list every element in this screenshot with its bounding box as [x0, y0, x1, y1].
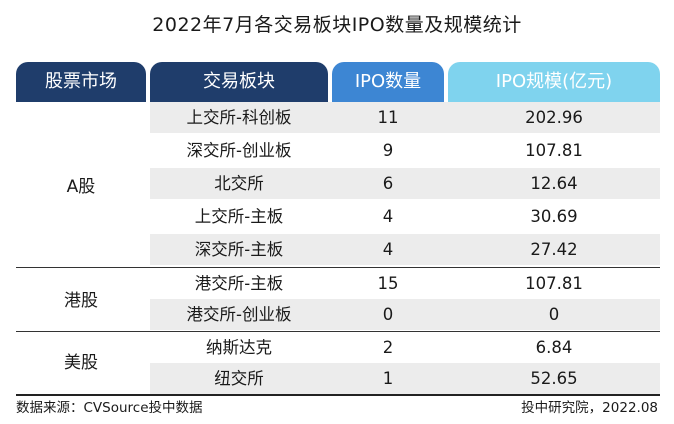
- table-row: 港交所-创业板 0 0: [150, 299, 660, 330]
- table-row: 纽交所 1 52.65: [150, 363, 660, 394]
- cell-ipo-count: 6: [382, 174, 394, 193]
- table-header: 股票市场 交易板块 IPO数量 IPO规模(亿元): [0, 62, 674, 102]
- header-board: 交易板块: [150, 62, 328, 102]
- table-row: 北交所 6 12.64: [150, 168, 660, 199]
- cell-ipo-count: 4: [382, 240, 394, 259]
- table-row: 深交所-创业板 9 107.81: [150, 135, 660, 166]
- market-label-a-share: A股: [66, 177, 96, 197]
- header-market: 股票市场: [16, 62, 146, 102]
- header-ipo-scale: IPO规模(亿元): [448, 62, 660, 102]
- cell-ipo-count: 4: [382, 207, 394, 226]
- cell-ipo-scale: 107.81: [525, 274, 583, 293]
- table-bottom-border: [16, 394, 660, 396]
- table-title: 2022年7月各交易板块IPO数量及规模统计: [152, 14, 522, 36]
- cell-board: 港交所-主板: [194, 274, 284, 293]
- cell-board: 深交所-创业板: [186, 141, 292, 160]
- cell-board: 纽交所: [214, 369, 264, 388]
- table-row: 深交所-主板 4 27.42: [150, 234, 660, 265]
- cell-ipo-scale: 6.84: [535, 338, 573, 357]
- cell-board: 上交所-主板: [194, 207, 284, 226]
- table-row: 上交所-科创板 11 202.96: [150, 102, 660, 133]
- cell-board: 北交所: [214, 174, 264, 193]
- cell-board: 深交所-主板: [194, 240, 284, 259]
- group-divider: [16, 331, 660, 332]
- group-divider: [16, 267, 660, 268]
- header-ipo-count: IPO数量: [332, 62, 444, 102]
- cell-ipo-count: 2: [382, 338, 394, 357]
- cell-ipo-count: 0: [382, 305, 394, 324]
- cell-ipo-scale: 202.96: [525, 108, 583, 127]
- cell-ipo-scale: 12.64: [530, 174, 578, 193]
- cell-ipo-scale: 30.69: [530, 207, 578, 226]
- cell-ipo-count: 9: [382, 141, 394, 160]
- cell-ipo-scale: 27.42: [530, 240, 578, 259]
- cell-board: 港交所-创业板: [186, 305, 292, 324]
- cell-ipo-scale: 0: [548, 305, 560, 324]
- market-label-hk-share: 港股: [64, 291, 98, 311]
- table-row: 上交所-主板 4 30.69: [150, 201, 660, 232]
- cell-board: 上交所-科创板: [186, 108, 292, 127]
- cell-ipo-count: 1: [382, 369, 394, 388]
- market-label-us-share: 美股: [64, 353, 98, 373]
- cell-ipo-count: 11: [377, 108, 399, 127]
- credit-date: 投中研究院，2022.08: [521, 400, 658, 416]
- cell-board: 纳斯达克: [206, 338, 272, 357]
- table-row: 纳斯达克 2 6.84: [150, 332, 660, 363]
- data-source: 数据来源：CVSource投中数据: [16, 400, 203, 416]
- cell-ipo-scale: 107.81: [525, 141, 583, 160]
- cell-ipo-scale: 52.65: [530, 369, 578, 388]
- table-row: 港交所-主板 15 107.81: [150, 268, 660, 299]
- cell-ipo-count: 15: [377, 274, 399, 293]
